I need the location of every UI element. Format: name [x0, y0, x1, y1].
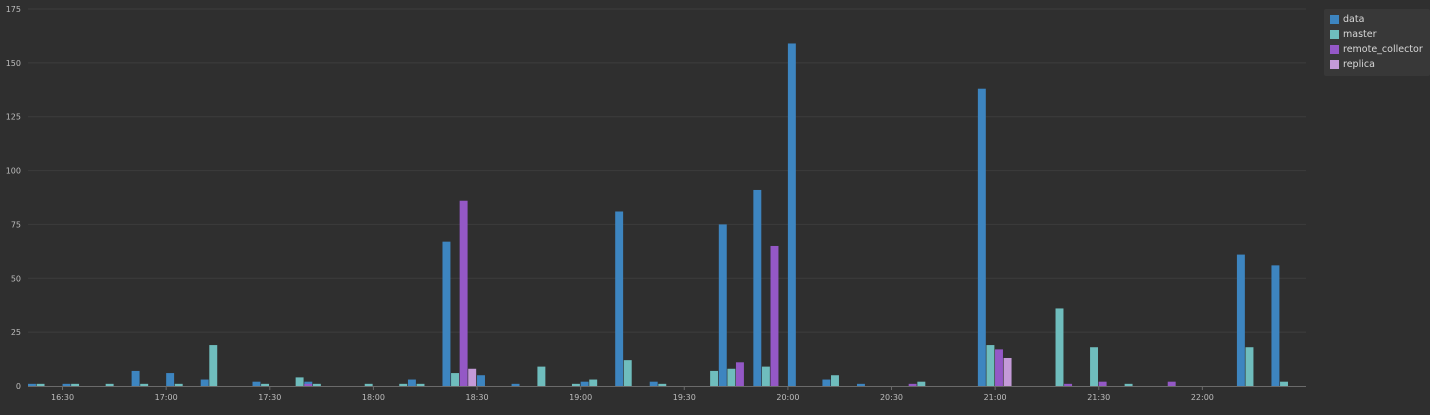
y-axis: 0 25 50 75 100 125 150 175 [6, 5, 21, 391]
bar-data [649, 381, 658, 386]
bar-master [1280, 381, 1288, 386]
bar-master [986, 345, 995, 386]
legend-item-replica[interactable]: replica [1330, 57, 1430, 72]
legend-swatch [1330, 60, 1339, 69]
bar-data [62, 383, 71, 386]
bar-master [312, 383, 321, 386]
bar-remote-collector [735, 362, 744, 386]
legend-swatch [1330, 45, 1339, 54]
bar-master [1090, 347, 1099, 386]
y-tick-label: 50 [11, 274, 21, 283]
bar-master [831, 375, 839, 386]
y-tick-label: 175 [6, 5, 21, 14]
bar-remote-collector [770, 245, 779, 386]
bar-master [537, 366, 546, 386]
x-tick-label: 21:00 [984, 393, 1007, 402]
bar-data [977, 88, 986, 387]
bar-master [416, 383, 425, 386]
bar-master [140, 383, 149, 386]
legend-item-master[interactable]: master [1330, 27, 1430, 42]
bar-data [615, 211, 624, 386]
x-tick-label: 18:00 [362, 393, 385, 402]
legend-item-data[interactable]: data [1330, 12, 1430, 27]
bar-master [710, 370, 719, 386]
x-axis: 16:30 17:00 17:30 18:00 18:30 19:00 19:30 20:00… [28, 386, 1306, 402]
legend-label: data [1343, 14, 1365, 25]
y-tick-label: 0 [16, 382, 21, 391]
bar-master [105, 383, 114, 386]
bar-data [166, 373, 175, 386]
bar-replica [1003, 357, 1012, 386]
legend-label: replica [1343, 59, 1375, 70]
x-tick-label: 19:30 [673, 393, 696, 402]
x-tick-label: 17:30 [258, 393, 281, 402]
bar-master [589, 379, 598, 386]
bar-data [718, 224, 727, 386]
legend-swatch [1330, 30, 1339, 39]
y-tick-label: 150 [6, 59, 21, 68]
bar-master [261, 383, 270, 386]
bar-remote-collector [1167, 381, 1176, 386]
bar-master [36, 383, 45, 386]
legend-item-remote-collector[interactable]: remote_collector [1330, 42, 1430, 57]
bar-data [252, 381, 261, 386]
x-tick-label: 17:00 [155, 393, 178, 402]
bar-replica [468, 368, 477, 386]
bar-master [295, 377, 304, 386]
x-tick-label: 22:00 [1191, 393, 1214, 402]
bar-data [753, 189, 762, 386]
bar-master [727, 368, 736, 386]
bar-master [174, 383, 183, 386]
legend-label: remote_collector [1343, 44, 1423, 55]
legend-swatch [1330, 15, 1339, 24]
x-tick-label: 20:00 [776, 393, 799, 402]
bar-master [1124, 383, 1133, 386]
y-tick-label: 100 [6, 167, 21, 176]
bar-master [1245, 347, 1254, 386]
bar-master [917, 381, 926, 386]
y-tick-label: 25 [11, 328, 21, 337]
y-tick-label: 125 [6, 113, 21, 122]
bar-master [71, 383, 80, 386]
bar-data [822, 379, 831, 386]
x-tick-label: 18:30 [465, 393, 488, 402]
bar-data [28, 383, 36, 386]
bar-master [761, 366, 770, 386]
x-tick-label: 21:30 [1087, 393, 1110, 402]
bar-master [209, 345, 218, 386]
bar-remote-collector [459, 200, 468, 386]
bar-data [787, 43, 796, 387]
bar-master [364, 383, 373, 386]
legend: data master remote_collector replica [1324, 9, 1430, 76]
bar-data [1271, 265, 1280, 386]
bar-data [131, 370, 140, 386]
bars [28, 43, 1288, 387]
legend-label: master [1343, 29, 1377, 40]
bar-data [856, 383, 865, 386]
bar-data [1236, 254, 1245, 386]
x-tick-label: 16:30 [51, 393, 74, 402]
x-tick-label: 19:00 [569, 393, 592, 402]
x-tick-label: 20:30 [880, 393, 903, 402]
bar-master [451, 373, 460, 386]
bar-remote-collector [304, 383, 313, 386]
bar-master [658, 383, 667, 386]
bar-remote-collector [1098, 381, 1107, 386]
bar-master [623, 360, 632, 386]
bar-master [571, 383, 580, 386]
bar-master [1055, 308, 1064, 386]
bar-data [407, 379, 416, 386]
bar-data [511, 383, 520, 386]
bar-remote-collector [908, 383, 917, 386]
bar-remote-collector [995, 349, 1003, 386]
bar-data [200, 379, 209, 386]
bar-data [442, 241, 451, 386]
bar-remote-collector [1064, 383, 1073, 386]
y-tick-label: 75 [11, 220, 21, 229]
bar-data [477, 375, 485, 386]
bar-master [399, 383, 408, 386]
bar-data [580, 381, 589, 386]
grid [28, 8, 1306, 333]
